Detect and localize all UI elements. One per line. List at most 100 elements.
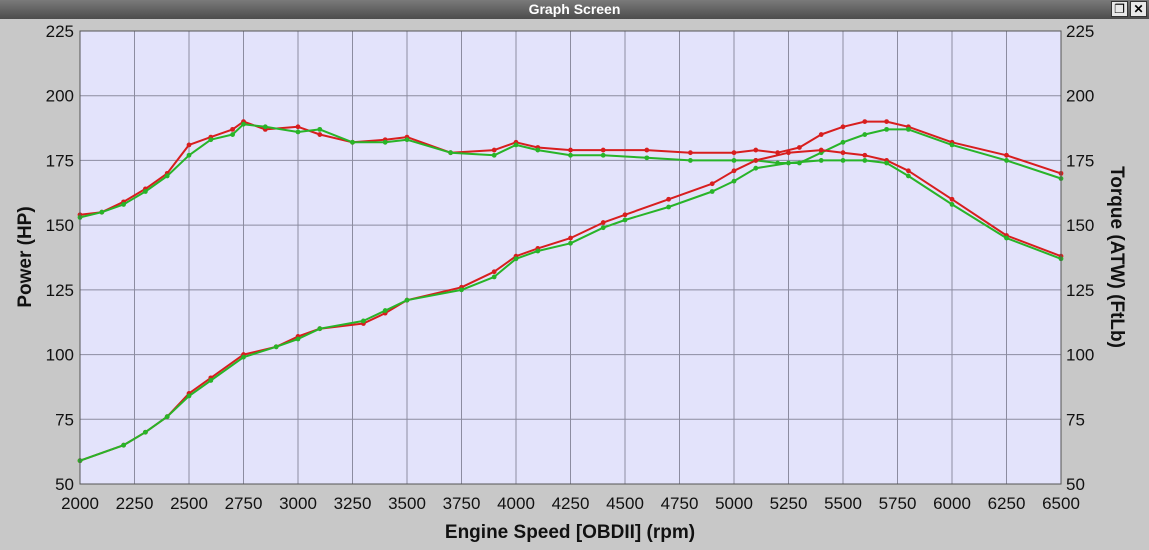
series-point <box>1004 152 1009 158</box>
series-point <box>840 139 846 145</box>
series-point <box>513 256 519 262</box>
x-tick-label: 3000 <box>279 494 317 513</box>
series-point <box>884 119 889 124</box>
series-point <box>513 142 519 148</box>
series-point <box>382 139 388 145</box>
y-right-tick-label: 225 <box>1066 22 1094 41</box>
series-point <box>1004 235 1009 241</box>
series-point <box>491 147 497 153</box>
series-point <box>295 129 301 135</box>
series-point <box>350 139 355 145</box>
series-point <box>906 126 911 132</box>
series-point <box>295 336 301 342</box>
series-point <box>600 225 606 231</box>
series-point <box>840 158 846 163</box>
series-point <box>459 287 464 293</box>
series-point <box>535 147 541 153</box>
series-point <box>731 150 737 156</box>
y-left-tick-label: 150 <box>46 216 74 235</box>
series-point <box>884 126 889 132</box>
x-tick-label: 4250 <box>552 494 590 513</box>
series-point <box>644 155 650 161</box>
x-tick-label: 2750 <box>225 494 263 513</box>
series-point <box>568 235 573 241</box>
series-point <box>731 158 737 163</box>
series-point <box>230 126 236 132</box>
series-point <box>709 181 715 187</box>
series-point <box>775 150 780 156</box>
x-tick-label: 5750 <box>879 494 917 513</box>
restore-window-icon[interactable]: ❐ <box>1111 1 1128 17</box>
series-point <box>99 209 105 215</box>
series-point <box>862 152 868 158</box>
series-point <box>818 132 824 137</box>
series-point <box>121 202 126 207</box>
series-point <box>666 196 671 202</box>
x-tick-label: 3250 <box>334 494 372 513</box>
series-point <box>241 354 246 360</box>
series-point <box>208 137 214 143</box>
window-titlebar[interactable]: Graph Screen ❐ ✕ <box>0 0 1149 19</box>
series-point <box>862 158 868 163</box>
y-left-tick-label: 175 <box>46 151 74 170</box>
y-right-tick-label: 75 <box>1066 410 1085 429</box>
series-point <box>949 202 955 207</box>
y-right-tick-label: 200 <box>1066 87 1094 106</box>
series-point <box>568 147 573 153</box>
x-tick-label: 5250 <box>770 494 808 513</box>
series-point <box>731 178 737 184</box>
series-point <box>382 308 388 313</box>
series-point <box>862 132 868 137</box>
x-tick-label: 6250 <box>988 494 1026 513</box>
x-tick-label: 5000 <box>715 494 753 513</box>
series-point <box>753 165 759 171</box>
series-point <box>143 189 148 194</box>
x-tick-label: 4000 <box>497 494 535 513</box>
series-point <box>230 132 236 137</box>
series-point <box>535 248 541 254</box>
y-left-tick-label: 75 <box>55 410 74 429</box>
x-tick-label: 2500 <box>170 494 208 513</box>
series-point <box>949 196 955 202</box>
series-point <box>786 160 791 166</box>
series-point <box>906 173 911 179</box>
series-point <box>949 142 955 148</box>
series-point <box>600 152 606 158</box>
series-point <box>491 152 497 158</box>
x-tick-label: 3750 <box>443 494 481 513</box>
series-point <box>241 121 246 127</box>
series-point <box>404 137 410 143</box>
series-point <box>666 204 671 210</box>
series-point <box>600 147 606 153</box>
window-title: Graph Screen <box>528 1 621 17</box>
x-tick-label: 5500 <box>824 494 862 513</box>
dyno-chart: 2000 2250 2500 2750 3000 3250 3500 3750 4000 4250… <box>15 22 1127 543</box>
series-point <box>186 142 192 148</box>
series-point <box>1004 158 1009 163</box>
series-point <box>622 217 628 223</box>
series-point <box>884 160 889 166</box>
x-tick-label: 2250 <box>116 494 154 513</box>
series-point <box>186 152 192 158</box>
series-point <box>317 126 323 132</box>
x-tick-label: 6000 <box>933 494 971 513</box>
series-point <box>906 168 911 174</box>
y-left-tick-labels: 50 75 100 125 150 175 200 225 <box>46 22 74 494</box>
x-tick-label: 4500 <box>606 494 644 513</box>
y-left-tick-label: 50 <box>55 475 74 494</box>
series-point <box>404 297 410 303</box>
series-point <box>818 158 824 163</box>
series-point <box>295 124 301 130</box>
series-point <box>753 147 759 153</box>
series-point <box>317 326 323 332</box>
series-point <box>361 318 366 324</box>
series-point <box>709 189 715 194</box>
series-group <box>77 119 1064 464</box>
series-point <box>143 429 148 435</box>
series-point <box>622 212 628 218</box>
close-x-icon[interactable]: ✕ <box>1130 1 1147 17</box>
series-point <box>840 150 846 156</box>
series-point <box>818 147 824 153</box>
series-point <box>786 150 791 156</box>
x-tick-label: 4750 <box>661 494 699 513</box>
